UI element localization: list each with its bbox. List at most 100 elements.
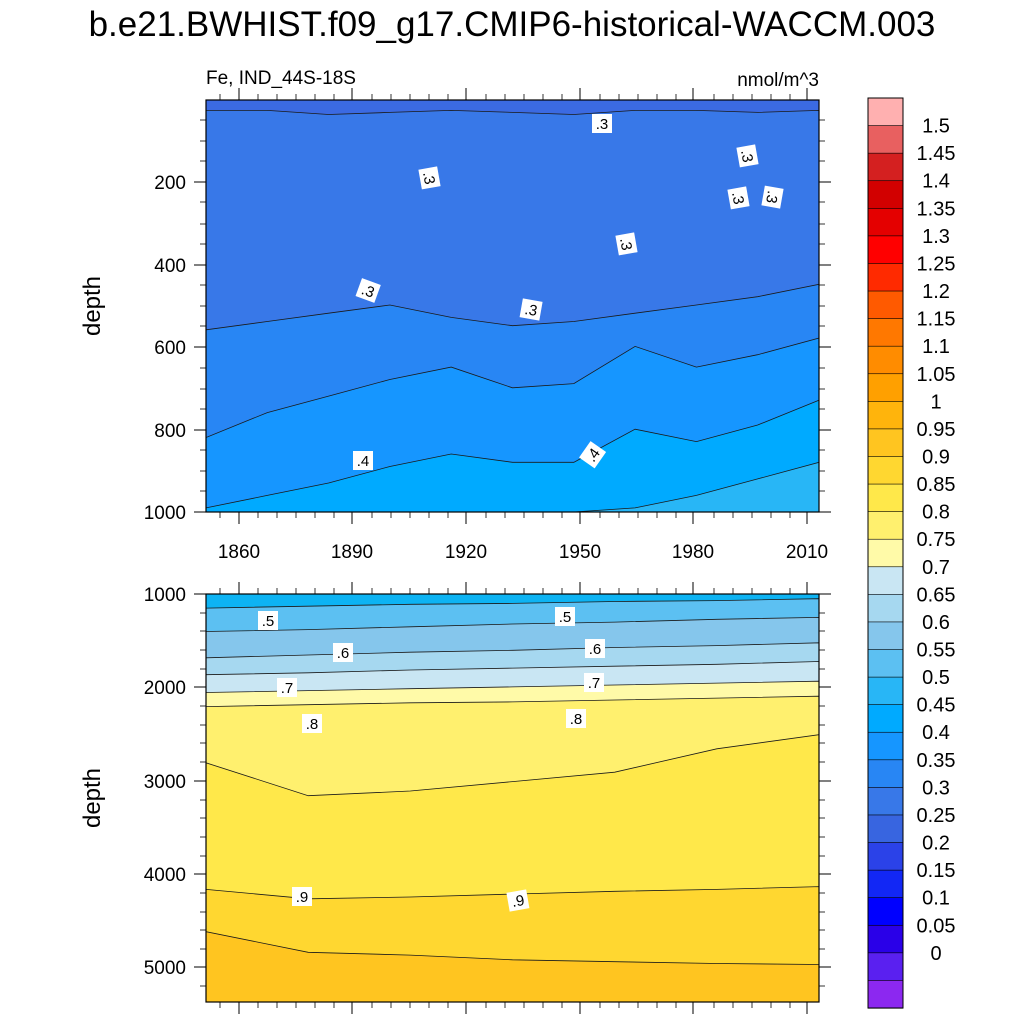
y-tick-label: 2000 [144, 678, 186, 699]
contour-band-0-4 [206, 399, 819, 512]
contour-label-text: .3 [737, 148, 756, 163]
colorbar-label: 1.4 [922, 171, 950, 193]
contour-label: .6 [333, 643, 353, 662]
contour-label: .4 [579, 441, 607, 469]
units-label: nmol/m^3 [737, 70, 819, 91]
y-tick-label: 200 [154, 173, 186, 194]
contour-label-text: .7 [588, 675, 601, 692]
colorbar-swatch [867, 180, 904, 209]
y-tick-label: 3000 [144, 772, 186, 793]
colorbar: 1.5 1.45 1.4 1.35 1.3 1.25 1.2 1.15 1.1 1.05 1 0.95… [867, 97, 956, 1009]
contour-label-text: .6 [589, 641, 602, 658]
colorbar-label: 1.5 [922, 116, 950, 138]
colorbar-swatch [867, 594, 904, 623]
colorbar-label: 1.25 [917, 254, 956, 276]
contour-label-box [418, 166, 441, 190]
contour-label-box [292, 887, 312, 906]
colorbar-swatch [867, 263, 904, 292]
contour-band-0-9 [206, 931, 819, 1002]
contour-label: .3 [761, 185, 784, 209]
colorbar-swatch [867, 318, 904, 347]
chart-title: b.e21.BWHIST.f09_g17.CMIP6-historical-WA… [89, 5, 936, 44]
colorbar-swatch [867, 290, 904, 320]
contour-label-text: .3 [596, 116, 609, 133]
colorbar-swatch [867, 345, 904, 375]
contour-label-text: .5 [262, 613, 275, 630]
y-axis-title: depth [79, 276, 106, 336]
contour-label-text: .8 [570, 711, 583, 728]
colorbar-swatch [867, 235, 904, 265]
contour-label: .7 [584, 673, 604, 692]
contour-label-text: .9 [296, 889, 309, 906]
colorbar-label: 0.9 [922, 447, 950, 469]
contour-label-text: .3 [728, 190, 747, 205]
y-tick-label: 4000 [144, 865, 186, 886]
y-tick-label: 400 [154, 256, 186, 277]
contour-label: .3 [418, 166, 441, 190]
contour-label: .5 [555, 607, 575, 626]
x-tick-label: 1890 [331, 542, 373, 563]
contour-label-box [519, 298, 543, 321]
contour-label-box [615, 232, 638, 256]
contour-label-box [761, 185, 784, 209]
colorbar-label: 1.2 [922, 281, 950, 303]
contour-bands [206, 109, 819, 512]
contour-label-box [355, 278, 381, 303]
contour-bands [206, 598, 819, 1002]
contour-label-text: .3 [616, 236, 635, 251]
colorbar-swatch [867, 842, 904, 871]
colorbar-label: 0.75 [917, 529, 956, 551]
colorbar-swatch [867, 869, 904, 899]
colorbar-label: 0.25 [917, 805, 956, 827]
contour-label-box [302, 714, 322, 733]
contour-label-box [333, 643, 353, 662]
contour-label: .8 [302, 714, 322, 733]
contour-label-text: .5 [559, 609, 572, 626]
y-tick-label: 1000 [144, 503, 186, 524]
contour-label-box [736, 144, 759, 168]
x-tick-label: 1920 [445, 542, 487, 563]
colorbar-swatch [867, 428, 904, 458]
contour-label-text: .4 [357, 453, 370, 470]
contour-label: .6 [585, 639, 605, 658]
colorbar-label: 1.35 [917, 198, 956, 220]
colorbar-swatch [867, 980, 904, 1009]
contour-label-text: .6 [337, 645, 350, 662]
contour-label-box [353, 451, 373, 470]
colorbar-swatch [867, 125, 904, 154]
contour-label-box [579, 441, 607, 469]
contour-label: .9 [506, 889, 530, 912]
colorbar-label: 0 [930, 943, 941, 965]
colorbar-swatch [867, 511, 904, 540]
colorbar-label: 0.45 [917, 695, 956, 717]
colorbar-label: 0.5 [922, 667, 950, 689]
contour-label: .7 [277, 678, 297, 697]
colorbar-label: 1.3 [922, 226, 950, 248]
colorbar-label: 0.7 [922, 557, 950, 579]
contour-label: .3 [355, 278, 381, 303]
x-tick-label: 1950 [559, 542, 601, 563]
lower-panel: 1000 2000 3000 4000 5000 depth .5 .5 .6 .6 .7 .7 .8.… [79, 582, 831, 1014]
colorbar-label: 0.55 [917, 640, 956, 662]
colorbar-swatch [867, 759, 904, 789]
colorbar-swatch [867, 704, 904, 733]
contour-label-box [277, 678, 297, 697]
colorbar-swatch [867, 456, 904, 485]
contour-label: .9 [292, 887, 312, 906]
contour-label-text: .3 [762, 189, 781, 204]
colorbar-label: 0.35 [917, 750, 956, 772]
contour-label-box [727, 186, 750, 210]
left-subtitle: Fe, IND_44S-18S [206, 68, 356, 89]
colorbar-label: 0.4 [922, 722, 950, 744]
plot-frame [205, 593, 820, 1003]
colorbar-label: 0.05 [917, 915, 956, 937]
colorbar-label: 0.3 [922, 777, 950, 799]
contour-label: .3 [727, 186, 750, 210]
colorbar-label: 0.15 [917, 860, 956, 882]
contour-label: .3 [592, 114, 612, 133]
colorbar-swatch [867, 924, 904, 954]
y-axis-title: depth [79, 768, 106, 828]
contour-label-box [584, 673, 604, 692]
colorbar-swatch [867, 731, 904, 761]
colorbar-label: 0.95 [917, 419, 956, 441]
